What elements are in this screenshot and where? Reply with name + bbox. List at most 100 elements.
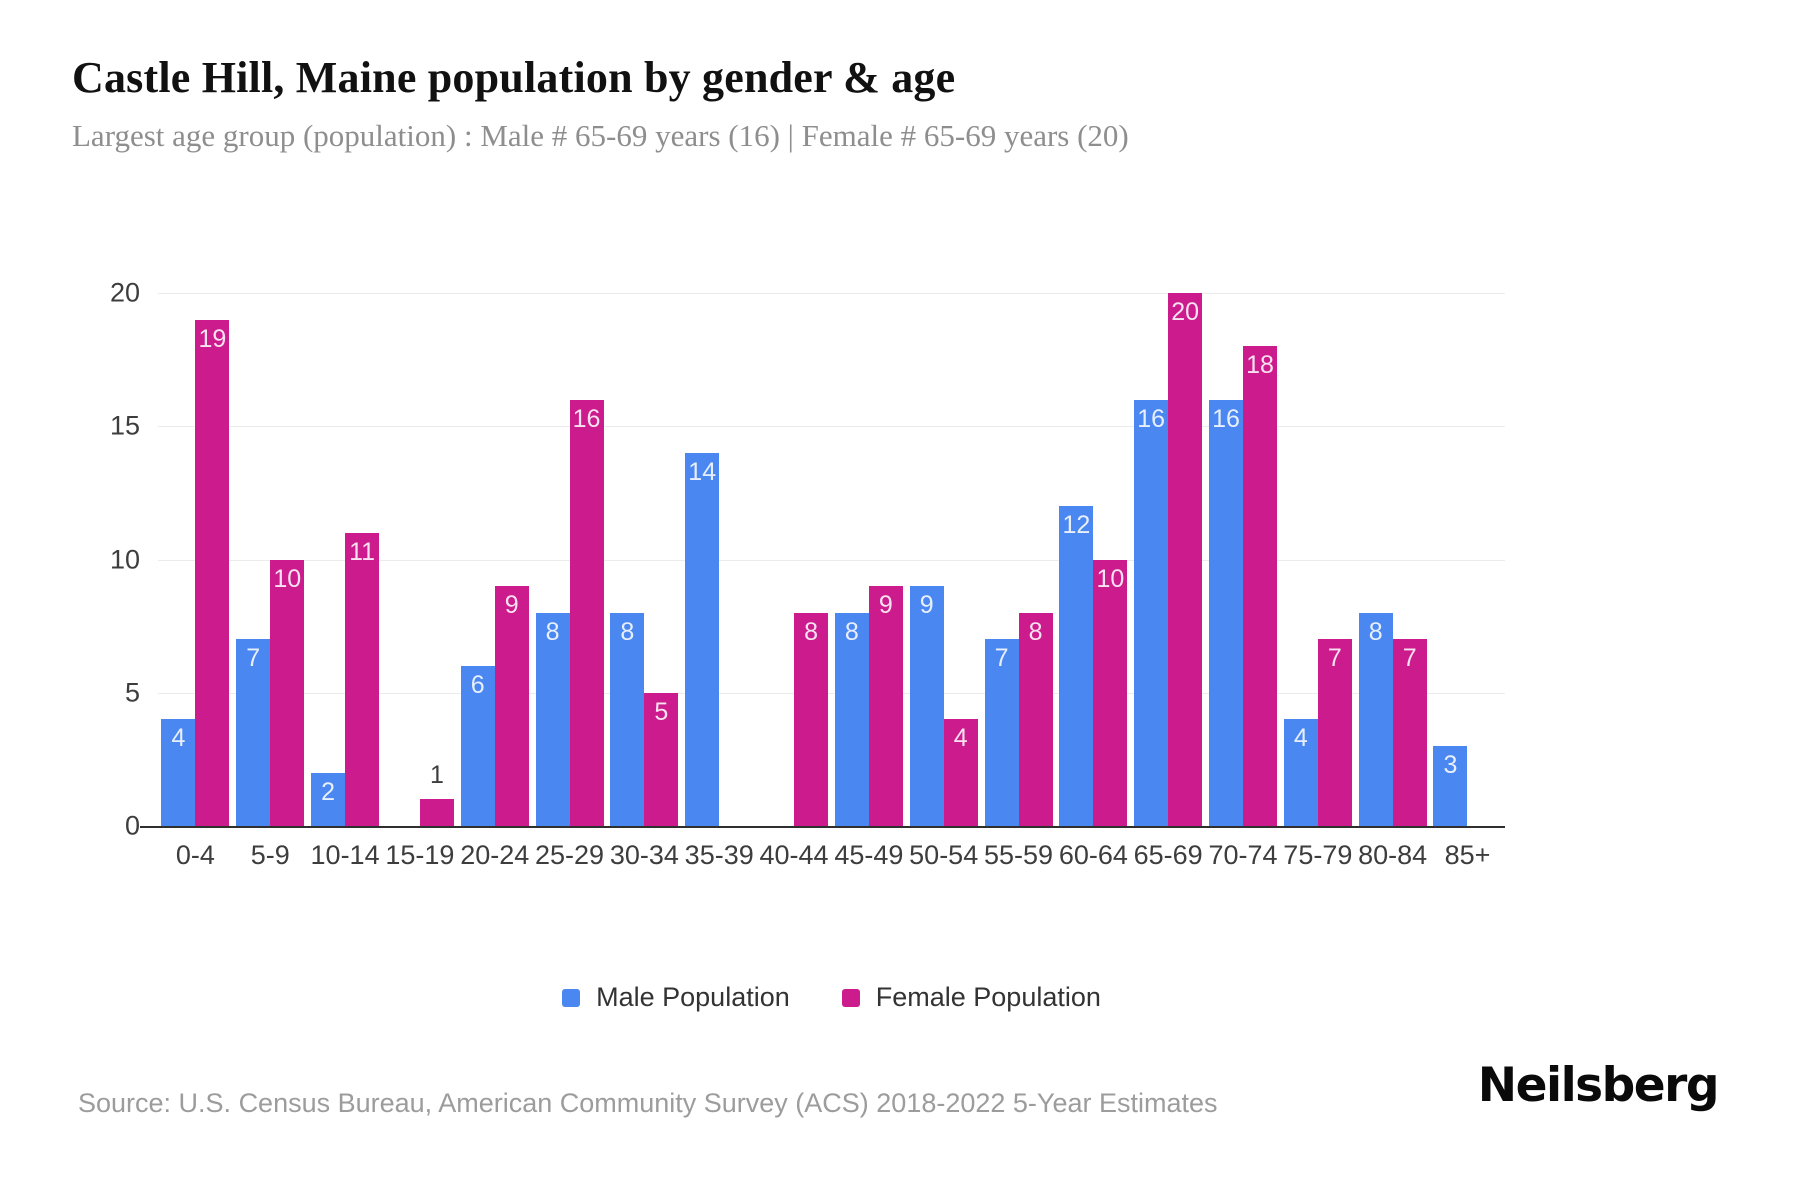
female-bar-slot: 8 xyxy=(1018,293,1053,826)
male-bar-slot: 6 xyxy=(460,293,495,826)
bar-group-85+: 3 85+ xyxy=(1430,293,1505,870)
bar-group-60-64: 12 10 60-64 xyxy=(1056,293,1131,870)
female-bar-20-24[interactable]: 9 xyxy=(494,586,529,826)
female-bar-slot: 8 xyxy=(794,293,829,826)
male-swatch-icon xyxy=(562,988,581,1007)
female-bar-slot: 19 xyxy=(195,293,230,826)
bar-pair: 1 xyxy=(386,293,454,826)
x-axis-label-10-14: 10-14 xyxy=(310,840,380,870)
female-bar-slot: 10 xyxy=(270,293,305,826)
bar-value-label: 10 xyxy=(1096,564,1125,593)
bar-value-label: 12 xyxy=(1062,511,1091,540)
female-bar-55-59[interactable]: 8 xyxy=(1018,612,1053,826)
bar-pair: 16 18 xyxy=(1209,293,1277,826)
bar-group-45-49: 8 9 45-49 xyxy=(831,293,906,870)
bar-groups: 4 19 0-4 7 10 5-9 2 11 10-14 1 15-19 6 9 20-24 8 16 25-2… xyxy=(158,293,1505,870)
female-bar-5-9[interactable]: 10 xyxy=(270,559,305,826)
male-bar-45-49[interactable]: 8 xyxy=(834,612,869,826)
male-bar-65-69[interactable]: 16 xyxy=(1134,399,1169,826)
female-bar-50-54[interactable]: 4 xyxy=(943,719,978,826)
male-bar-20-24[interactable]: 6 xyxy=(460,666,495,826)
male-bar-35-39[interactable]: 14 xyxy=(685,452,720,826)
legend-item-male[interactable]: Male Population xyxy=(562,982,790,1013)
x-axis-label-75-79: 75-79 xyxy=(1283,840,1353,870)
male-bar-slot: 16 xyxy=(1209,293,1243,826)
male-bar-5-9[interactable]: 7 xyxy=(236,639,271,826)
male-bar-85+[interactable]: 3 xyxy=(1433,746,1468,826)
female-bar-80-84[interactable]: 7 xyxy=(1392,639,1427,826)
bar-pair: 8 xyxy=(760,293,829,826)
x-axis-label-35-39: 35-39 xyxy=(684,840,754,870)
bar-value-label: 8 xyxy=(620,617,635,646)
female-bar-15-19[interactable]: 1 xyxy=(419,761,454,826)
female-bar-slot: 5 xyxy=(644,293,679,826)
female-bar-slot: 9 xyxy=(494,293,529,826)
male-bar-slot: 4 xyxy=(161,293,196,826)
female-bar-75-79[interactable]: 7 xyxy=(1317,639,1352,826)
x-axis-line xyxy=(140,826,1505,828)
chart-title: Castle Hill, Maine population by gender … xyxy=(72,53,956,102)
female-bar-30-34[interactable]: 5 xyxy=(644,692,679,826)
male-bar-slot: 3 xyxy=(1433,293,1468,826)
female-bar-40-44[interactable]: 8 xyxy=(794,612,829,826)
bar-value-label: 4 xyxy=(953,724,968,753)
bar-pair: 7 10 xyxy=(236,293,305,826)
bar-value-label: 7 xyxy=(1327,644,1342,673)
female-bar-65-69[interactable]: 20 xyxy=(1168,293,1203,826)
bar-value-label: 16 xyxy=(572,404,601,433)
female-swatch-icon xyxy=(841,988,860,1007)
plot-area: 0 5 10 15 20 4 19 0-4 7 10 5-9 2 11 10-14 1 15-19 6 9 20-2… xyxy=(110,278,1505,870)
female-bar-70-74[interactable]: 18 xyxy=(1243,346,1277,826)
x-axis-label-0-4: 0-4 xyxy=(175,840,215,870)
bar-value-label: 9 xyxy=(919,591,934,620)
bar-pair: 3 xyxy=(1433,293,1501,826)
legend-label: Female Population xyxy=(875,982,1101,1012)
bar-value-label: 14 xyxy=(688,457,717,486)
bar-value-label: 11 xyxy=(349,537,376,566)
female-bar-slot: 7 xyxy=(1392,293,1427,826)
male-bar-slot: 8 xyxy=(610,293,645,826)
male-bar-25-29[interactable]: 8 xyxy=(535,612,570,826)
y-tick-5: 5 xyxy=(124,677,140,708)
male-bar-slot xyxy=(386,293,420,826)
female-bar-0-4[interactable]: 19 xyxy=(195,319,230,826)
bar-group-55-59: 7 8 55-59 xyxy=(981,293,1056,870)
bar-group-5-9: 7 10 5-9 xyxy=(233,293,308,870)
brand-logo: Neilsberg xyxy=(1477,1058,1720,1113)
male-bar-55-59[interactable]: 7 xyxy=(984,639,1019,826)
y-tick-15: 15 xyxy=(109,410,140,441)
gridline-y10 xyxy=(158,559,1505,561)
male-bar-slot: 8 xyxy=(1358,293,1393,826)
male-bar-50-54[interactable]: 9 xyxy=(909,586,944,826)
male-bar-10-14[interactable]: 2 xyxy=(311,772,346,826)
male-bar-slot: 7 xyxy=(236,293,271,826)
female-bar-60-64[interactable]: 10 xyxy=(1093,559,1128,826)
male-bar-slot xyxy=(760,293,794,826)
x-axis-label-25-29: 25-29 xyxy=(535,840,605,870)
male-bar-0-4[interactable]: 4 xyxy=(161,719,196,826)
female-bar-25-29[interactable]: 16 xyxy=(569,399,604,826)
male-bar-75-79[interactable]: 4 xyxy=(1283,719,1318,826)
y-tick-20: 20 xyxy=(109,277,140,308)
gridline-y15 xyxy=(158,426,1505,428)
x-axis-label-60-64: 60-64 xyxy=(1058,840,1128,870)
bar-pair: 16 20 xyxy=(1134,293,1203,826)
legend: Male Population Female Population xyxy=(158,982,1505,1013)
bar-value-label: 16 xyxy=(1137,404,1166,433)
female-bar-10-14[interactable]: 11 xyxy=(345,532,380,826)
x-axis-label-20-24: 20-24 xyxy=(460,840,530,870)
bar-value-label: 4 xyxy=(171,724,186,753)
female-bar-slot: 1 xyxy=(419,293,454,826)
male-bar-80-84[interactable]: 8 xyxy=(1358,612,1393,826)
male-bar-70-74[interactable]: 16 xyxy=(1209,399,1243,826)
legend-item-female[interactable]: Female Population xyxy=(841,982,1101,1013)
male-bar-60-64[interactable]: 12 xyxy=(1059,506,1094,826)
male-bar-30-34[interactable]: 8 xyxy=(610,612,645,826)
female-bar-slot: 16 xyxy=(569,293,604,826)
male-bar-slot: 8 xyxy=(834,293,869,826)
male-bar-slot: 4 xyxy=(1283,293,1318,826)
female-bar-45-49[interactable]: 9 xyxy=(868,586,903,826)
